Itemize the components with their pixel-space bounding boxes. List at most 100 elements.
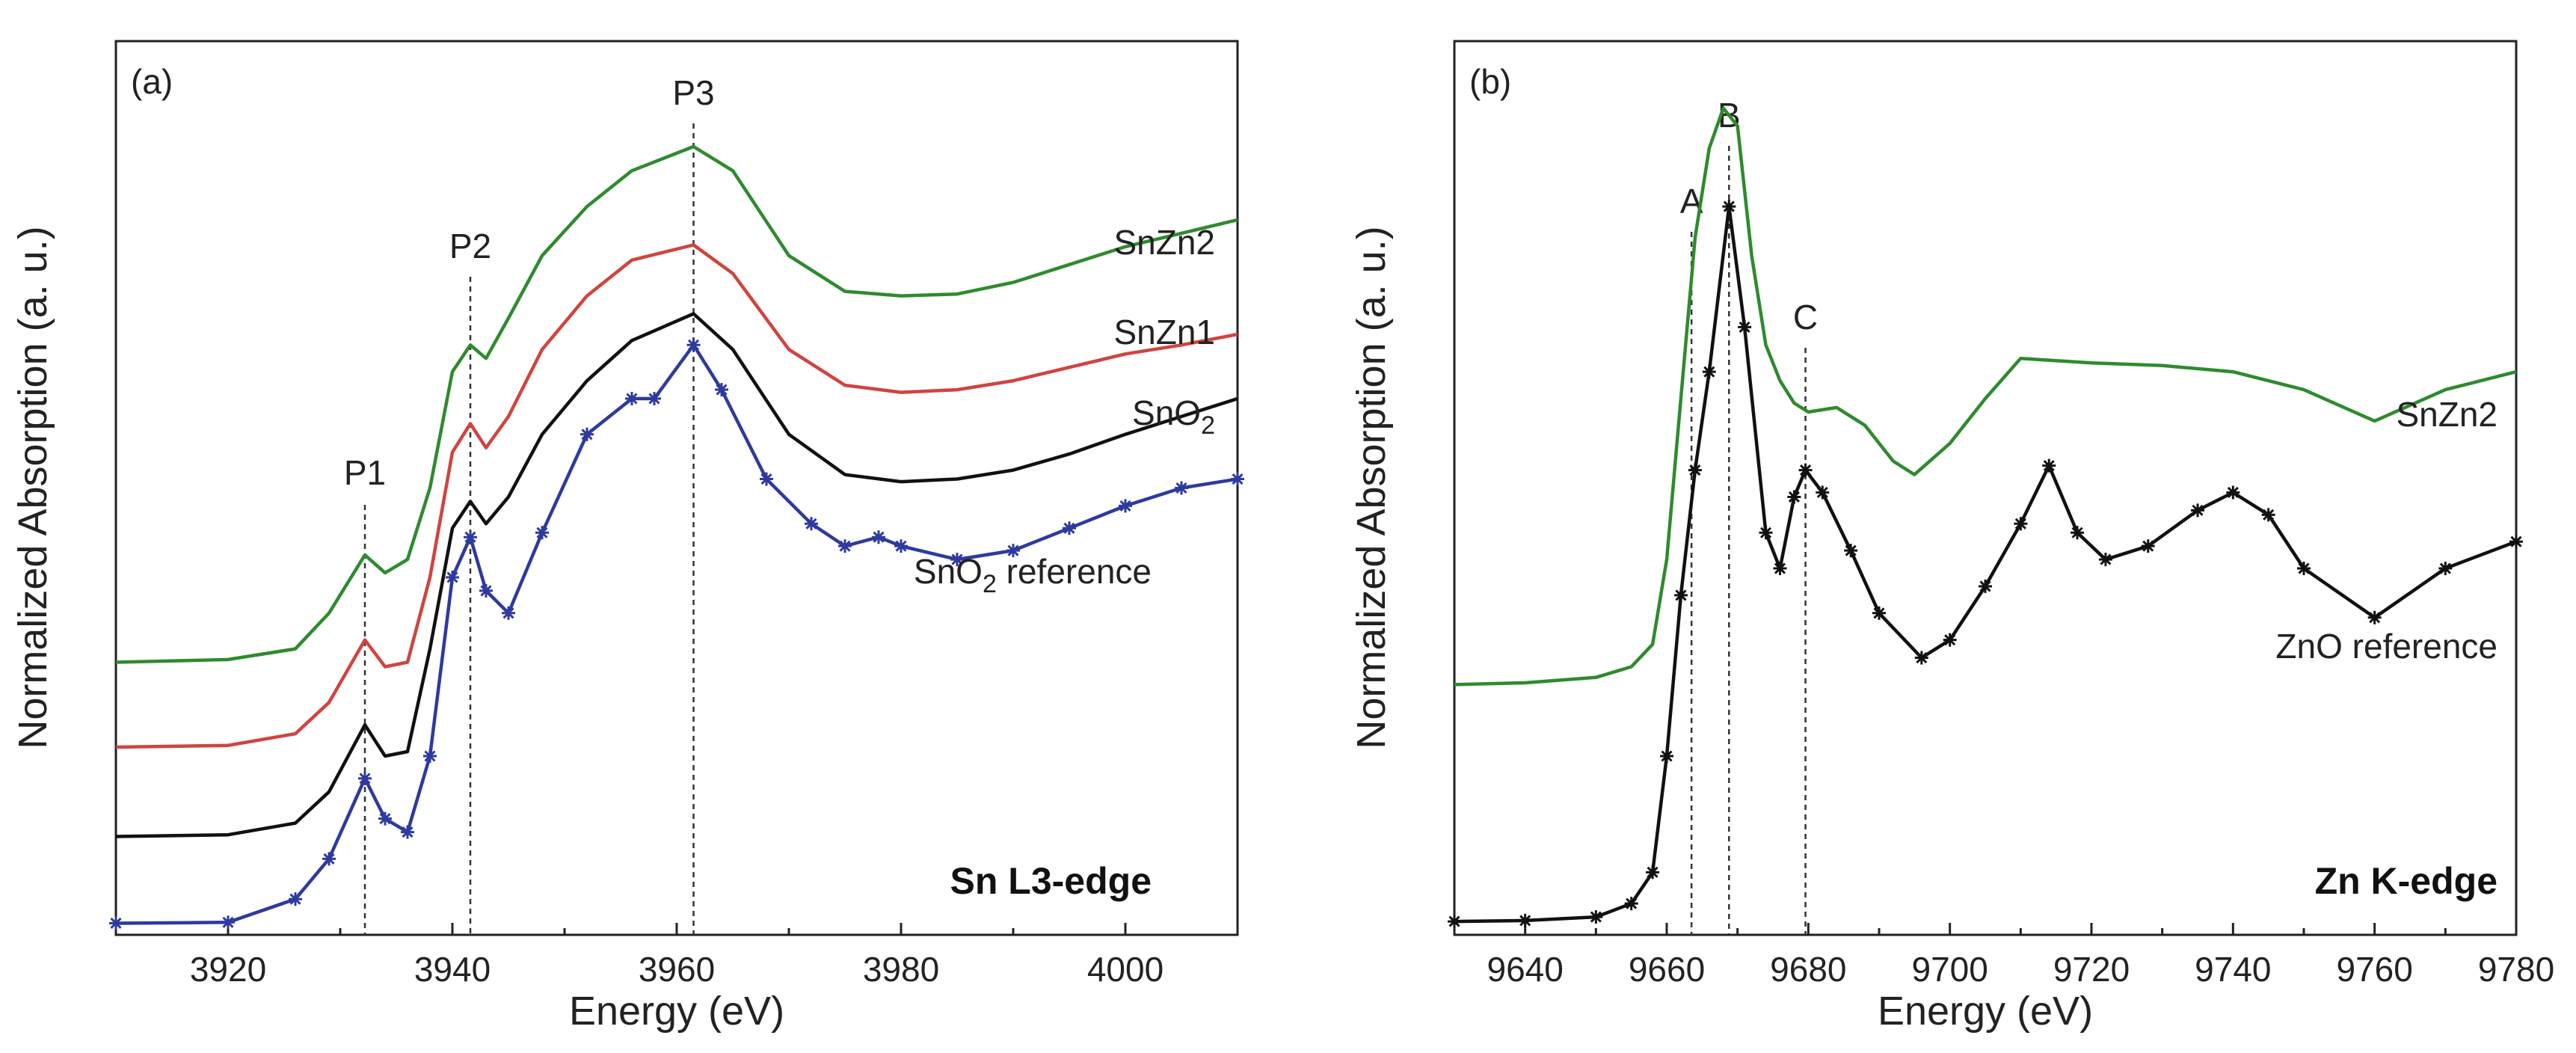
data-point xyxy=(1119,499,1132,513)
data-point xyxy=(464,530,477,544)
x-tick-label: 9780 xyxy=(2478,950,2554,989)
data-point xyxy=(378,811,392,826)
x-tick-label: 3960 xyxy=(639,950,715,989)
series-label-snzn2: SnZn2 xyxy=(2396,395,2497,434)
data-point xyxy=(1006,544,1020,558)
data-point xyxy=(760,472,773,486)
data-point xyxy=(423,749,437,763)
series-label-snzn1: SnZn1 xyxy=(1113,313,1215,351)
data-point xyxy=(1660,749,1673,763)
data-point xyxy=(686,338,701,352)
data-point xyxy=(1738,320,1752,334)
reference-label-P1: P1 xyxy=(344,453,386,492)
data-point xyxy=(322,852,336,866)
edge-label-b: Zn K-edge xyxy=(2315,860,2497,902)
series-layer-b: SnZn2 ZnO reference xyxy=(1448,106,2523,929)
series-line-snzn2 xyxy=(1454,106,2517,687)
plot-frame-a xyxy=(114,40,1239,936)
data-point xyxy=(1816,485,1830,500)
data-point xyxy=(1722,200,1736,214)
data-point xyxy=(894,539,908,553)
x-tick-label: 4000 xyxy=(1087,950,1163,989)
data-point xyxy=(535,526,549,540)
series-line-snzn2 xyxy=(115,144,1238,664)
data-point xyxy=(950,553,964,567)
data-point xyxy=(838,539,852,553)
data-point xyxy=(1624,897,1638,911)
y-axis-label-b: Normalized Absorption (a. u.) xyxy=(1349,226,1394,749)
x-tick-label: 9760 xyxy=(2336,950,2412,989)
series-line-sno2 xyxy=(115,312,1238,838)
x-tick-label: 3980 xyxy=(863,950,939,989)
x-tick-label: 9740 xyxy=(2195,950,2271,989)
x-tick-label: 9660 xyxy=(1629,950,1705,989)
data-point xyxy=(1943,633,1957,647)
series-label-snzn2: SnZn2 xyxy=(1113,223,1215,262)
data-point xyxy=(1175,481,1188,495)
data-point xyxy=(221,915,235,930)
data-point xyxy=(648,392,661,405)
data-point xyxy=(2014,517,2028,531)
x-tick-label: 9680 xyxy=(1770,950,1846,989)
x-tick-label: 3940 xyxy=(414,950,491,989)
data-point xyxy=(1673,588,1688,602)
data-point xyxy=(502,606,515,620)
reference-label-P2: P2 xyxy=(449,227,491,265)
data-point xyxy=(2261,508,2275,522)
panel-b: 9640 9660 9680 9700 9720 9740 9760 9780 ABC SnZ… xyxy=(1349,40,2554,1034)
x-tick-label: 9700 xyxy=(1911,950,1988,989)
data-point xyxy=(2438,562,2453,576)
reference-label-C: C xyxy=(1793,298,1818,337)
plot-frame-b xyxy=(1453,40,2518,936)
data-point xyxy=(1872,606,1886,620)
data-point xyxy=(2042,458,2056,473)
data-point xyxy=(2367,610,2382,624)
data-point xyxy=(1787,490,1801,504)
panel-label-b: (b) xyxy=(1469,62,1511,101)
data-point xyxy=(2226,485,2240,500)
x-tick-label: 9720 xyxy=(2053,950,2130,989)
data-point xyxy=(1759,526,1773,540)
data-point xyxy=(715,383,728,397)
data-point xyxy=(1231,472,1244,486)
x-axis-a: 3920 3940 3960 3980 4000 xyxy=(114,923,1239,989)
data-point xyxy=(1773,562,1787,576)
data-point xyxy=(358,771,372,785)
reference-lines-a: P1 P2 P3 xyxy=(344,73,715,935)
edge-label-a: Sn L3-edge xyxy=(950,860,1152,902)
x-tick-label: 9640 xyxy=(1487,950,1563,989)
data-point xyxy=(2509,535,2523,549)
series-label-sno2-reference: SnO2 reference xyxy=(914,552,1152,598)
data-point xyxy=(2191,503,2204,518)
x-axis-label-a: Energy (eV) xyxy=(569,989,784,1034)
data-point xyxy=(1702,365,1716,379)
panel-label-a: (a) xyxy=(131,62,173,101)
x-axis-label-b: Energy (eV) xyxy=(1878,989,2093,1034)
data-point xyxy=(1844,544,1858,558)
data-point xyxy=(479,583,493,598)
data-point xyxy=(401,825,414,839)
data-point xyxy=(2297,562,2311,576)
data-point xyxy=(580,427,594,441)
y-axis-label-a: Normalized Absorption (a. u.) xyxy=(10,226,55,749)
data-point xyxy=(109,916,123,930)
data-point xyxy=(1646,865,1660,879)
data-point xyxy=(1914,651,1928,665)
data-point xyxy=(805,517,818,531)
data-point xyxy=(2141,539,2155,553)
data-point xyxy=(1798,463,1813,477)
data-point xyxy=(1589,910,1603,924)
data-point xyxy=(2071,526,2085,540)
data-point xyxy=(1518,913,1532,927)
data-point xyxy=(2098,553,2112,567)
data-point xyxy=(446,571,459,584)
data-point xyxy=(1063,521,1076,535)
data-point xyxy=(625,392,639,405)
series-label-zno-reference: ZnO reference xyxy=(2275,627,2497,666)
data-point xyxy=(1688,463,1702,477)
series-label-sno2: SnO2 xyxy=(1132,393,1215,440)
data-point xyxy=(1979,579,1992,593)
x-tick-label: 3920 xyxy=(190,950,266,989)
